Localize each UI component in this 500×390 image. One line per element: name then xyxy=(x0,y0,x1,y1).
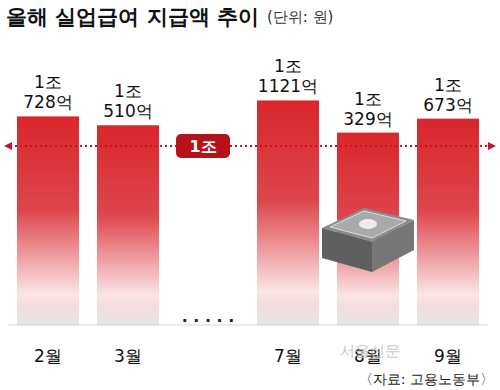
data-label: 1조329억 xyxy=(343,89,392,129)
reference-label-box xyxy=(176,134,230,158)
title: 올해 실업급여 지급액 추이 xyxy=(6,5,259,29)
data-label-line: 329억 xyxy=(343,109,392,129)
x-tick-label: 2월 xyxy=(34,346,62,366)
data-label-line: 1조 xyxy=(114,81,142,101)
data-label: 1조510억 xyxy=(103,81,152,121)
x-tick-label: 9월 xyxy=(434,346,462,366)
money-icon xyxy=(322,208,414,272)
reference-arrow xyxy=(488,142,496,150)
data-label-line: 1조 xyxy=(34,72,62,92)
bar xyxy=(257,100,319,325)
bar xyxy=(417,119,479,325)
data-label: 1조673억 xyxy=(423,75,472,115)
data-label: 1조728억 xyxy=(23,72,72,112)
gap-label: · · · · · xyxy=(182,311,235,330)
watermark: 서울신문 xyxy=(340,342,400,360)
chart-svg: 올해 실업급여 지급액 추이(단위: 원)1조728억1조510억1조1121억… xyxy=(0,0,500,390)
source: 〈자료: 고용노동부〉 xyxy=(359,371,494,387)
data-label-line: 1조 xyxy=(274,56,302,76)
data-label: 1조1121억 xyxy=(258,56,318,96)
x-tick-label: 3월 xyxy=(114,346,142,366)
reference-line xyxy=(10,145,490,147)
bar xyxy=(17,116,79,325)
bar xyxy=(97,125,159,325)
reference-arrow xyxy=(4,142,12,150)
axis-baseline xyxy=(8,325,488,326)
data-label-line: 1121억 xyxy=(258,76,318,96)
bars xyxy=(17,100,479,325)
x-tick-label: 7월 xyxy=(274,346,302,366)
chart-container: 올해 실업급여 지급액 추이(단위: 원)1조728억1조510억1조1121억… xyxy=(0,0,500,390)
reference-label: 1조 xyxy=(189,137,216,156)
subtitle: (단위: 원) xyxy=(267,8,334,26)
data-label-line: 1조 xyxy=(354,89,382,109)
data-label-line: 728억 xyxy=(23,92,72,112)
data-label-line: 510억 xyxy=(103,101,152,121)
data-label-line: 1조 xyxy=(434,75,462,95)
data-label-line: 673억 xyxy=(423,95,472,115)
data-labels: 1조728억1조510억1조1121억1조329억1조673억 xyxy=(23,56,472,128)
